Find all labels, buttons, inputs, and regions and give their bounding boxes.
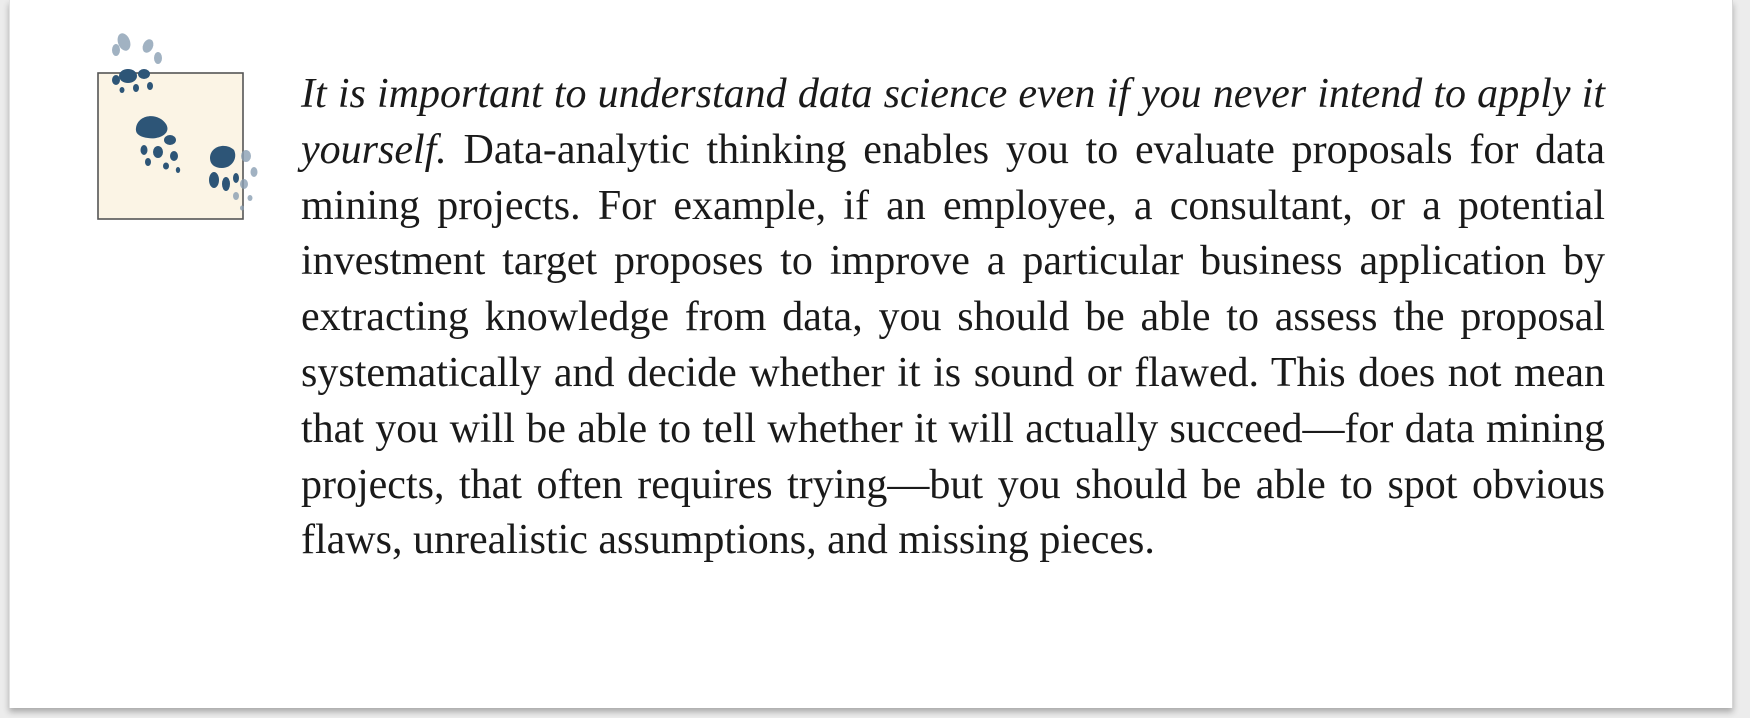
tip-lead-italic: It is important to understand data scien… — [301, 71, 1605, 173]
tip-squirrel-tracks-icon — [97, 33, 258, 220]
tip-body-text: Data-analytic thinking enables you to ev… — [301, 126, 1605, 564]
page: It is important to understand data scien… — [9, 0, 1733, 708]
tip-paragraph: It is important to understand data scien… — [301, 67, 1605, 569]
